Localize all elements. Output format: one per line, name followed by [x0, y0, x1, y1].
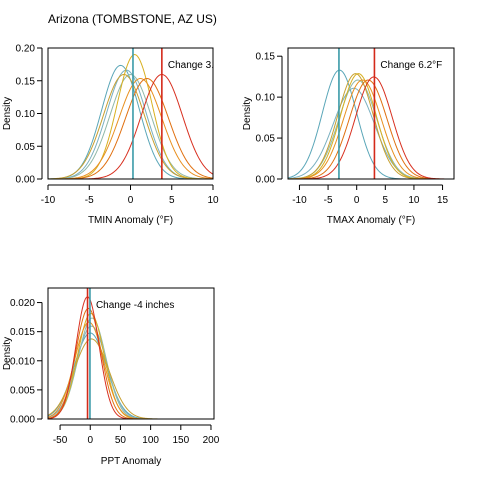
x-tick-label: 200 [203, 435, 220, 446]
y-tick-label: 0.000 [10, 415, 35, 426]
x-tick-label: 10 [408, 195, 420, 206]
density-curve-6 [48, 321, 214, 419]
density-curve-7 [288, 79, 454, 179]
density-curve-1 [288, 69, 454, 179]
y-tick-label: 0.005 [10, 385, 35, 396]
density-curve-8 [288, 76, 454, 179]
y-tick-label: 0.10 [256, 93, 276, 104]
x-tick-label: -50 [53, 435, 68, 446]
y-tick-label: 0.00 [256, 175, 276, 186]
x-tick-label: 0 [354, 195, 360, 206]
x-tick-label: 100 [142, 435, 159, 446]
x-tick-label: 5 [383, 195, 389, 206]
y-tick-label: 0.05 [256, 134, 276, 145]
change-annotation: Change 3.5 [168, 60, 220, 71]
density-curve-7 [48, 77, 213, 179]
x-tick-label: 10 [207, 195, 219, 206]
y-tick-label: 0.15 [256, 52, 276, 63]
y-axis-title: Density [2, 337, 13, 370]
change-annotation: Change -4 inches [96, 300, 174, 311]
x-axis-title: TMIN Anomaly (°F) [88, 215, 173, 226]
y-tick-label: 0.05 [16, 142, 36, 153]
annotation-group: Change 3.5 [168, 60, 220, 71]
x-axis-title: TMAX Anomaly (°F) [327, 215, 415, 226]
figure-title: Arizona (TOMBSTONE, AZ US) [48, 12, 217, 26]
density-curve-6 [288, 79, 454, 179]
x-tick-label: -10 [292, 195, 307, 206]
plot-frame [47, 287, 215, 420]
x-tick-label: -5 [324, 195, 333, 206]
density-curve-3 [288, 79, 454, 179]
y-tick-label: 0.00 [16, 175, 36, 186]
x-tick-label: 15 [437, 195, 449, 206]
y-axis-title: Density [2, 97, 13, 130]
density-curve-3 [48, 73, 213, 179]
annotation-group: Change -4 inches [96, 300, 174, 311]
y-tick-label: 0.020 [10, 298, 35, 309]
y-tick-label: 0.10 [16, 109, 36, 120]
density-curves [288, 69, 454, 179]
chart-panel-1: -10 -5 0 5 10 0.00 0.05 0.10 0.15 0.20 TMIN Anomal… [2, 44, 220, 227]
y-axis-title: Density [242, 97, 253, 130]
x-tick-label: 5 [169, 195, 175, 206]
density-curve-8 [48, 296, 214, 419]
y-tick-label: 0.010 [10, 356, 35, 367]
x-tick-label: 0 [128, 195, 134, 206]
density-curve-6 [48, 78, 213, 179]
chart-panel-3: -50 0 50 100 150 200 0.000 0.005 0.010 0.015 0.020… [2, 287, 220, 467]
plot-frame [47, 47, 214, 180]
density-curves [48, 296, 214, 419]
x-tick-label: 0 [87, 435, 93, 446]
x-axis-title: PPT Anomaly [101, 456, 161, 467]
density-curve-1 [48, 332, 214, 419]
density-curves [48, 54, 213, 179]
x-tick-label: 50 [115, 435, 127, 446]
y-tick-label: 0.20 [16, 44, 36, 55]
x-tick-label: -10 [41, 195, 56, 206]
x-tick-label: -5 [85, 195, 94, 206]
x-tick-label: 150 [172, 435, 189, 446]
chart-panel-2: -10 -5 0 5 10 15 0.00 0.05 0.10 0.15 TMAX Anomaly … [242, 47, 455, 226]
y-tick-label: 0.15 [16, 76, 36, 87]
plot-frame [287, 47, 455, 180]
density-curve-1 [48, 64, 213, 179]
y-tick-label: 0.015 [10, 327, 35, 338]
annotation-group: Change 6.2°F [380, 60, 442, 71]
change-annotation: Change 6.2°F [380, 60, 442, 71]
